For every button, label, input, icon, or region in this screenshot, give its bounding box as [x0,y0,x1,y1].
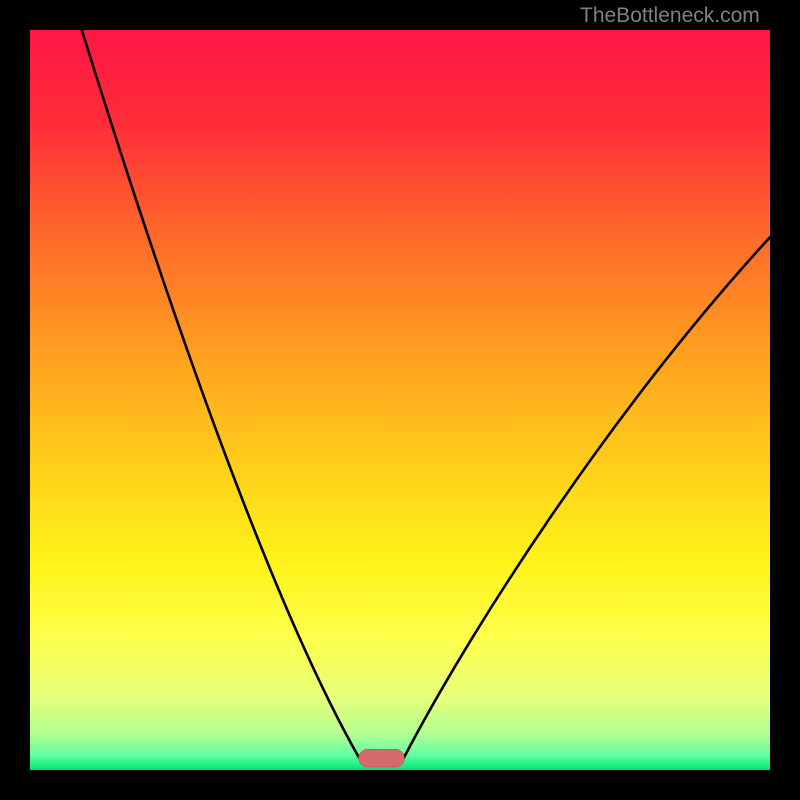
optimal-marker [359,749,405,767]
plot-area [30,30,770,770]
watermark-text: TheBottleneck.com [580,4,760,28]
gradient-background [30,30,770,770]
chart-svg [30,30,770,770]
